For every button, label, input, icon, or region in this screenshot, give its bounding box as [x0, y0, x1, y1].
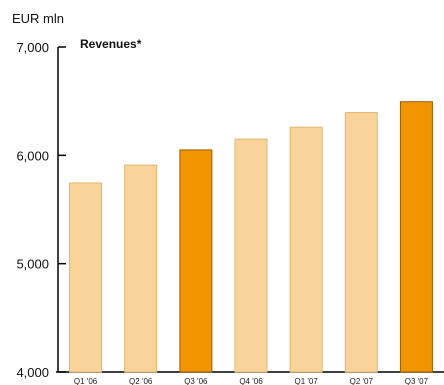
y-axis: 4,000 5,000 6,000 7,000: [16, 40, 444, 380]
x-tick-label: Q2 '07: [350, 377, 374, 385]
x-tick-label: Q1 '07: [294, 377, 318, 385]
bar-q3-07: [399, 101, 433, 373]
bar-q3-06: [179, 149, 213, 373]
y-unit-label: EUR mln: [12, 11, 64, 26]
x-tick-label: Q3 '07: [405, 377, 429, 385]
x-tick-label: Q2 '06: [129, 377, 153, 385]
y-tick-label: 5,000: [16, 257, 49, 272]
bar-q1-07: [289, 126, 323, 373]
x-axis-labels: Q1 '06 Q2 '06 Q3 '06 Q4 '06 Q1 '07 Q2 '07 Q3 '…: [74, 377, 429, 385]
x-tick-label: Q1 '06: [74, 377, 98, 385]
chart-title: Revenues*: [80, 37, 142, 51]
y-tick-label: 4,000: [16, 365, 49, 380]
bars: [69, 101, 433, 373]
bar-q1-06: [69, 182, 103, 373]
bar-q4-06: [234, 138, 268, 373]
bar-q2-06: [124, 164, 158, 373]
x-tick-label: Q3 '06: [184, 377, 208, 385]
x-tick-label: Q4 '06: [239, 377, 263, 385]
y-tick-label: 6,000: [16, 148, 49, 163]
bar-q2-07: [344, 112, 378, 373]
y-tick-label: 7,000: [16, 40, 49, 55]
